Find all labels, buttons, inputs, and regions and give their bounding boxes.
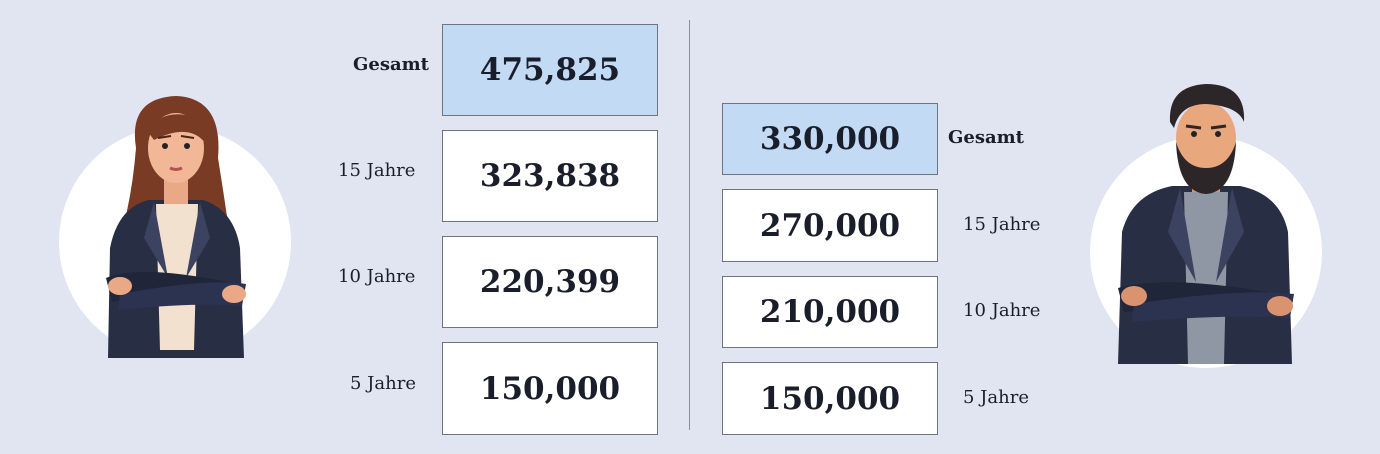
left-row-15-box: 323,838 [442, 130, 658, 222]
right-row-5-box: 150,000 [722, 362, 938, 435]
right-row-15-value: 270,000 [759, 207, 901, 244]
right-row-5-label: 5 Jahre [963, 387, 1029, 408]
right-row-10-box: 210,000 [722, 276, 938, 348]
right-total-value: 330,000 [759, 121, 901, 157]
right-row-15-box: 270,000 [722, 189, 938, 262]
left-row-10-box: 220,399 [442, 236, 658, 328]
left-row-15-label: 15 Jahre [338, 160, 416, 181]
right-total-value-box: 330,000 [722, 103, 938, 175]
left-row-10-label: 10 Jahre [338, 266, 416, 287]
right-row-10-label: 10 Jahre [963, 300, 1041, 321]
left-total-value-box: 475,825 [442, 24, 658, 116]
woman-avatar-icon [59, 96, 291, 358]
right-row-5-value: 150,000 [759, 380, 901, 417]
column-divider [689, 20, 690, 430]
left-row-10-value: 220,399 [479, 264, 621, 300]
left-total-label: Gesamt [353, 54, 429, 75]
left-row-5-label: 5 Jahre [350, 373, 416, 394]
right-row-10-value: 210,000 [759, 294, 901, 330]
right-row-15-label: 15 Jahre [963, 214, 1041, 235]
left-total-value: 475,825 [479, 52, 621, 88]
right-total-label: Gesamt [948, 127, 1024, 148]
left-row-5-value: 150,000 [479, 370, 621, 407]
left-row-15-value: 323,838 [479, 158, 621, 194]
left-row-5-box: 150,000 [442, 342, 658, 435]
man-avatar-icon [1090, 84, 1322, 368]
